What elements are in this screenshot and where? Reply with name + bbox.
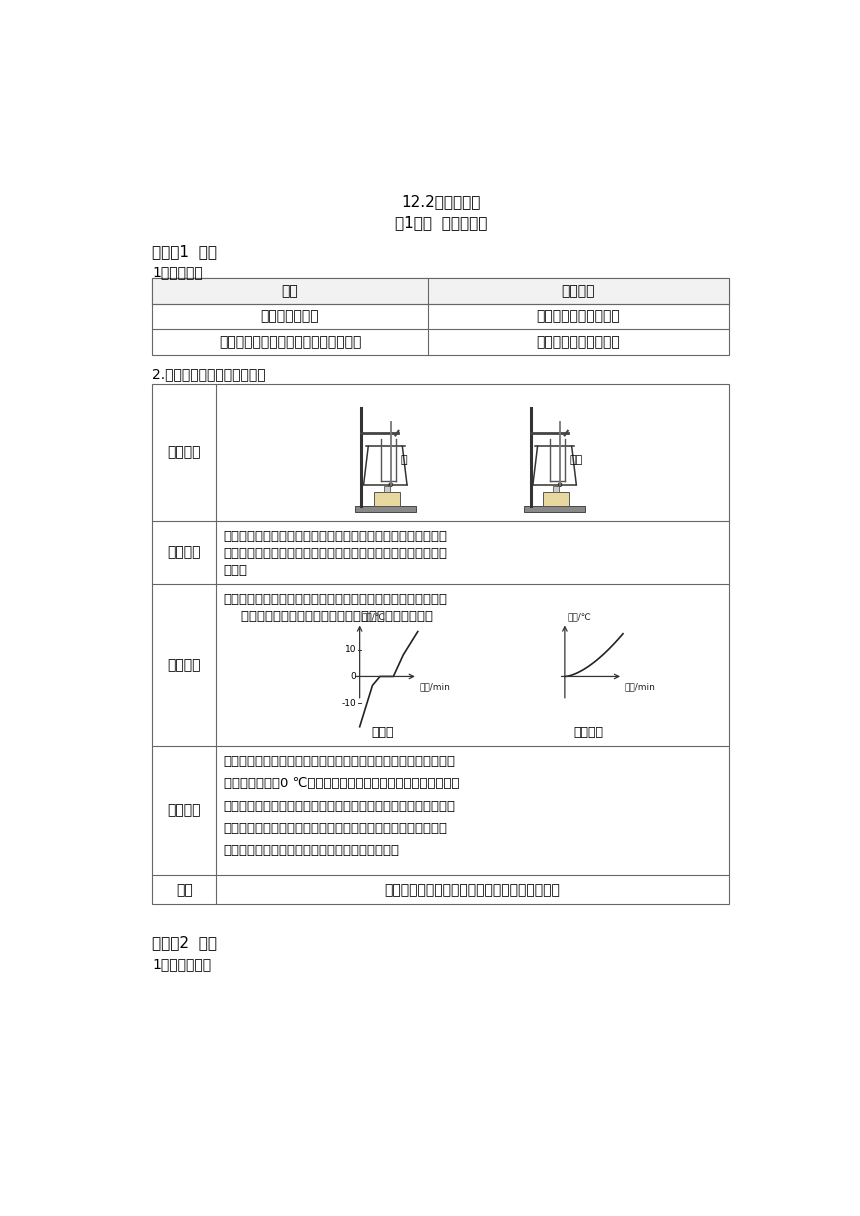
Ellipse shape [558, 483, 562, 486]
Bar [384, 486, 390, 492]
Text: 10: 10 [345, 644, 357, 654]
Text: 为了使冰和石蜡均匀缓慢受热，可以采用水浴加热的方法。为了: 为了使冰和石蜡均匀缓慢受热，可以采用水浴加热的方法。为了 [224, 530, 448, 544]
Text: 实验过程: 实验过程 [168, 658, 201, 672]
Text: 1．熔化与熔点: 1．熔化与熔点 [152, 957, 212, 970]
Text: 状态变化: 状态变化 [562, 285, 595, 298]
Text: 时间/min: 时间/min [624, 682, 655, 692]
Bar [152, 384, 729, 905]
Text: 现象: 现象 [281, 285, 298, 298]
Text: 时间/min: 时间/min [420, 682, 450, 692]
Bar [355, 506, 415, 512]
Text: 高，在此过程中，石蜡变软变黏，最后熔化为液体: 高，在此过程中，石蜡变软变黏，最后熔化为液体 [224, 844, 400, 857]
Text: 实验装置: 实验装置 [168, 445, 201, 460]
Text: 12.2熔化与凝固: 12.2熔化与凝固 [401, 193, 481, 209]
Text: 加热过程中，每隔相同时间，记录温度计测得的冰和石蜡的温度: 加热过程中，每隔相同时间，记录温度计测得的冰和石蜡的温度 [224, 593, 448, 607]
Text: 知识点1  熔化: 知识点1 熔化 [152, 244, 218, 259]
Text: 第1课时  熔化与熔点: 第1课时 熔化与熔点 [395, 215, 487, 230]
Text: 甲：冰: 甲：冰 [372, 726, 394, 739]
Text: 个过程温度保持不变，冰熔化成水后，继续加热，温度不断上升。: 个过程温度保持不变，冰熔化成水后，继续加热，温度不断上升。 [224, 800, 456, 812]
Text: 当冰的温度达到0 ℃时，开始熔化。从开始熔化到熔化完毕，整: 当冰的温度达到0 ℃时，开始熔化。从开始熔化到熔化完毕，整 [224, 777, 459, 790]
Text: 冰雪由固态变成了液态: 冰雪由固态变成了液态 [537, 310, 620, 323]
Bar [152, 278, 729, 355]
Text: 石蜡的熔化过程与冰的不同，随着不断吸热，石蜡的温度逐渐升: 石蜡的熔化过程与冰的不同，随着不断吸热，石蜡的温度逐渐升 [224, 822, 448, 835]
Text: 冰: 冰 [400, 455, 407, 465]
Text: 值，画出它们熔化时温度随时间变化的图像，如图所示: 值，画出它们熔化时温度随时间变化的图像，如图所示 [224, 610, 433, 624]
Text: 冰有确定的熔化温度，石蜡没有确定的熔化温度: 冰有确定的熔化温度，石蜡没有确定的熔化温度 [384, 883, 561, 896]
Bar [543, 492, 569, 506]
Bar [525, 506, 585, 512]
Text: 温度/℃: 温度/℃ [362, 612, 386, 621]
Text: 1．熔化现象: 1．熔化现象 [152, 265, 203, 280]
Text: 春天，冰雪消融: 春天，冰雪消融 [261, 310, 319, 323]
Text: 结论: 结论 [175, 883, 193, 896]
Text: -10: -10 [341, 699, 357, 708]
Text: 实验方法: 实验方法 [168, 546, 201, 559]
Text: 通过实验发现：冰在熔化前，随加热时间的增加，温度逐渐升高；: 通过实验发现：冰在熔化前，随加热时间的增加，温度逐渐升高； [224, 755, 456, 769]
Bar [553, 486, 559, 492]
Text: 能准确地测量冰和石蜡的温度，温度计的玻璃泡必须置于冰和石: 能准确地测量冰和石蜡的温度，温度计的玻璃泡必须置于冰和石 [224, 547, 448, 561]
Text: 0: 0 [351, 672, 357, 681]
Text: 石蜡: 石蜡 [569, 455, 582, 465]
Text: 2.实验探究：冰和石蜡的熔化: 2.实验探究：冰和石蜡的熔化 [152, 367, 266, 381]
Text: 乙：石蜡: 乙：石蜡 [573, 726, 603, 739]
Text: 实验现象: 实验现象 [168, 804, 201, 817]
Text: 夏天，没有吃完的冰棍拿出冰柜后化了: 夏天，没有吃完的冰棍拿出冰柜后化了 [218, 334, 361, 349]
Text: 知识点2  熔点: 知识点2 熔点 [152, 935, 218, 950]
Bar [152, 278, 729, 304]
Text: 蜡中间: 蜡中间 [224, 564, 248, 578]
Ellipse shape [389, 483, 393, 486]
Bar [374, 492, 400, 506]
Text: 冰棍由固态变成了液态: 冰棍由固态变成了液态 [537, 334, 620, 349]
Text: 温度/℃: 温度/℃ [568, 612, 591, 621]
